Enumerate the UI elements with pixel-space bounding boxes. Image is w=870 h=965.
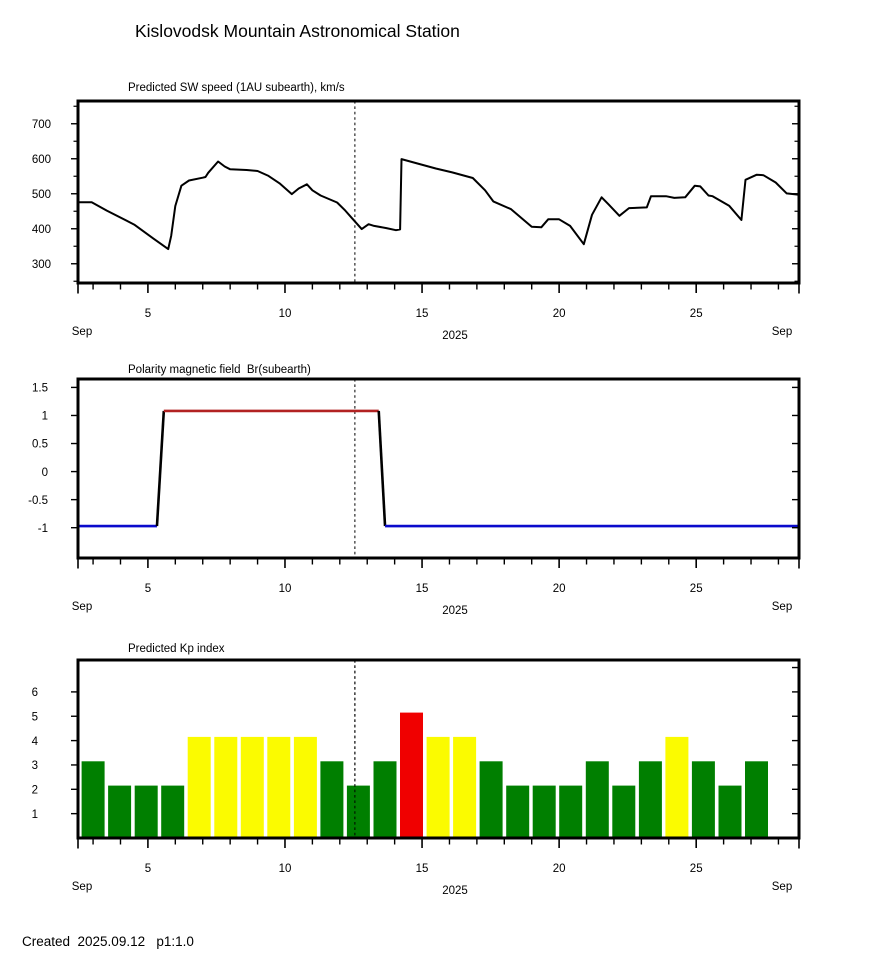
kp-bar xyxy=(81,761,105,838)
x-tick-label: 5 xyxy=(145,863,151,875)
chart-title: Predicted SW speed (1AU subearth), km/s xyxy=(128,82,345,94)
kp-bar xyxy=(453,736,477,838)
y-tick-label: 300 xyxy=(32,259,51,271)
x-tick-label: 10 xyxy=(279,863,292,875)
x-tick-label: 5 xyxy=(145,308,151,320)
kp-bar xyxy=(638,761,662,838)
chart-title: Predicted Kp index xyxy=(128,643,225,655)
x-tick-label: 20 xyxy=(553,308,566,320)
y-tick-label: 3 xyxy=(32,760,38,772)
chart-title: Polarity magnetic field Br(subearth) xyxy=(128,364,311,376)
kp-bar xyxy=(532,785,556,838)
kp-bar xyxy=(187,736,211,838)
y-tick-label: 0 xyxy=(42,467,48,479)
kp-bar xyxy=(612,785,636,838)
month-start-label: Sep xyxy=(72,601,92,613)
x-tick-label: 15 xyxy=(416,583,429,595)
y-tick-label: 6 xyxy=(32,687,38,699)
x-tick-label: 10 xyxy=(279,583,292,595)
month-end-label: Sep xyxy=(772,326,792,338)
x-tick-label: 25 xyxy=(690,583,703,595)
kp-bar xyxy=(293,736,317,838)
kp-bar xyxy=(214,736,238,838)
month-end-label: Sep xyxy=(772,601,792,613)
y-tick-label: 400 xyxy=(32,224,51,236)
kp-bar xyxy=(559,785,583,838)
y-tick-label: 1 xyxy=(32,809,38,821)
kp-bar xyxy=(373,761,397,838)
x-tick-label: 5 xyxy=(145,583,151,595)
y-tick-label: 700 xyxy=(32,119,51,131)
polarity-segment xyxy=(377,410,387,527)
month-end-label: Sep xyxy=(772,881,792,893)
x-tick-label: 20 xyxy=(553,583,566,595)
y-tick-label: 1 xyxy=(42,411,48,423)
kp-bar xyxy=(108,785,132,838)
month-start-label: Sep xyxy=(72,881,92,893)
kp-bar xyxy=(718,785,742,838)
kp-bar xyxy=(585,761,609,838)
x-tick-label: 20 xyxy=(553,863,566,875)
kp-bar xyxy=(745,761,768,838)
month-start-label: Sep xyxy=(72,326,92,338)
y-tick-label: 500 xyxy=(32,189,51,201)
plot-border xyxy=(76,377,801,560)
x-tick-label: 15 xyxy=(416,308,429,320)
kp-bar xyxy=(320,761,344,838)
kp-bar xyxy=(426,736,450,838)
x-tick-label: 15 xyxy=(416,863,429,875)
y-tick-label: 1.5 xyxy=(32,383,48,395)
x-tick-label: 25 xyxy=(690,863,703,875)
y-tick-label: -1 xyxy=(38,523,48,535)
kp-bar xyxy=(665,736,689,838)
year-label: 2025 xyxy=(442,330,468,340)
x-tick-label: 10 xyxy=(279,308,292,320)
kp-bar xyxy=(400,712,423,838)
kp-bar xyxy=(134,785,158,838)
kp-bar xyxy=(479,761,503,838)
kp-bar xyxy=(161,785,185,838)
plot-border xyxy=(76,658,801,840)
y-tick-label: 0.5 xyxy=(32,439,48,451)
kp-bar xyxy=(691,761,715,838)
kp-bar xyxy=(267,736,291,838)
plot-border xyxy=(76,99,801,285)
x-tick-label: 25 xyxy=(690,308,703,320)
polarity-segment xyxy=(155,410,166,527)
y-tick-label: 4 xyxy=(32,736,39,748)
kp-bar xyxy=(506,785,530,838)
year-label: 2025 xyxy=(442,885,468,897)
kp-bar xyxy=(346,785,370,838)
y-tick-label: 5 xyxy=(32,711,38,723)
kp-bar xyxy=(240,736,264,838)
y-tick-label: 600 xyxy=(32,154,51,166)
page-title: Kislovodsk Mountain Astronomical Station xyxy=(135,21,460,41)
year-label: 2025 xyxy=(442,605,468,617)
sw-speed-line xyxy=(77,158,800,251)
y-tick-label: -0.5 xyxy=(28,495,48,507)
y-tick-label: 2 xyxy=(32,784,38,796)
created-footer: Created 2025.09.12 p1:1.0 xyxy=(22,934,194,949)
